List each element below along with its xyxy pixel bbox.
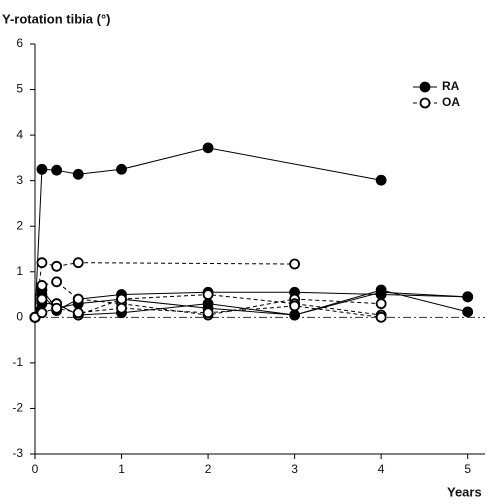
y-tick-label: 1 [16, 264, 23, 278]
x-axis-label: Years [447, 484, 482, 499]
marker [289, 309, 301, 321]
marker [51, 164, 63, 176]
legend-label: OA [442, 95, 460, 109]
marker [375, 174, 387, 186]
marker [36, 257, 48, 269]
x-tick-label: 3 [291, 462, 298, 476]
y-tick-label: 0 [16, 310, 23, 324]
marker [51, 260, 63, 272]
marker [72, 307, 84, 319]
series-line [34, 288, 468, 318]
marker [116, 302, 127, 314]
marker [462, 306, 474, 318]
x-tick-label: 0 [32, 462, 39, 476]
marker [36, 163, 48, 175]
marker [375, 298, 387, 310]
y-tick-label: 3 [16, 173, 23, 187]
marker [375, 286, 387, 298]
marker [36, 280, 48, 291]
marker [375, 311, 387, 323]
y-tick-label: 4 [16, 127, 23, 141]
legend-marker [419, 81, 431, 93]
marker [72, 293, 84, 305]
marker [36, 293, 48, 305]
series-line [34, 289, 468, 318]
legend-marker [419, 97, 431, 109]
marker [72, 257, 84, 269]
marker [116, 293, 127, 305]
x-tick-label: 4 [378, 462, 385, 476]
y-tick-label: -2 [12, 401, 23, 415]
marker [202, 289, 214, 300]
marker [289, 300, 301, 312]
marker [462, 291, 474, 303]
y-tick-label: -3 [12, 446, 23, 460]
marker [51, 276, 63, 288]
marker [202, 307, 214, 319]
marker [116, 163, 127, 175]
y-tick-label: -1 [12, 355, 23, 369]
y-tick-label: 5 [16, 82, 23, 96]
marker [51, 302, 63, 314]
marker [72, 168, 84, 180]
x-tick-label: 5 [464, 462, 471, 476]
legend-label: RA [442, 79, 460, 93]
y-axis-label: Y-rotation tibia (°) [2, 11, 110, 26]
x-tick-label: 1 [118, 462, 125, 476]
x-tick-label: 2 [205, 462, 212, 476]
marker [36, 307, 48, 319]
marker [202, 142, 214, 154]
y-tick-label: 6 [16, 36, 23, 50]
marker [289, 258, 301, 270]
y-tick-label: 2 [16, 218, 23, 232]
